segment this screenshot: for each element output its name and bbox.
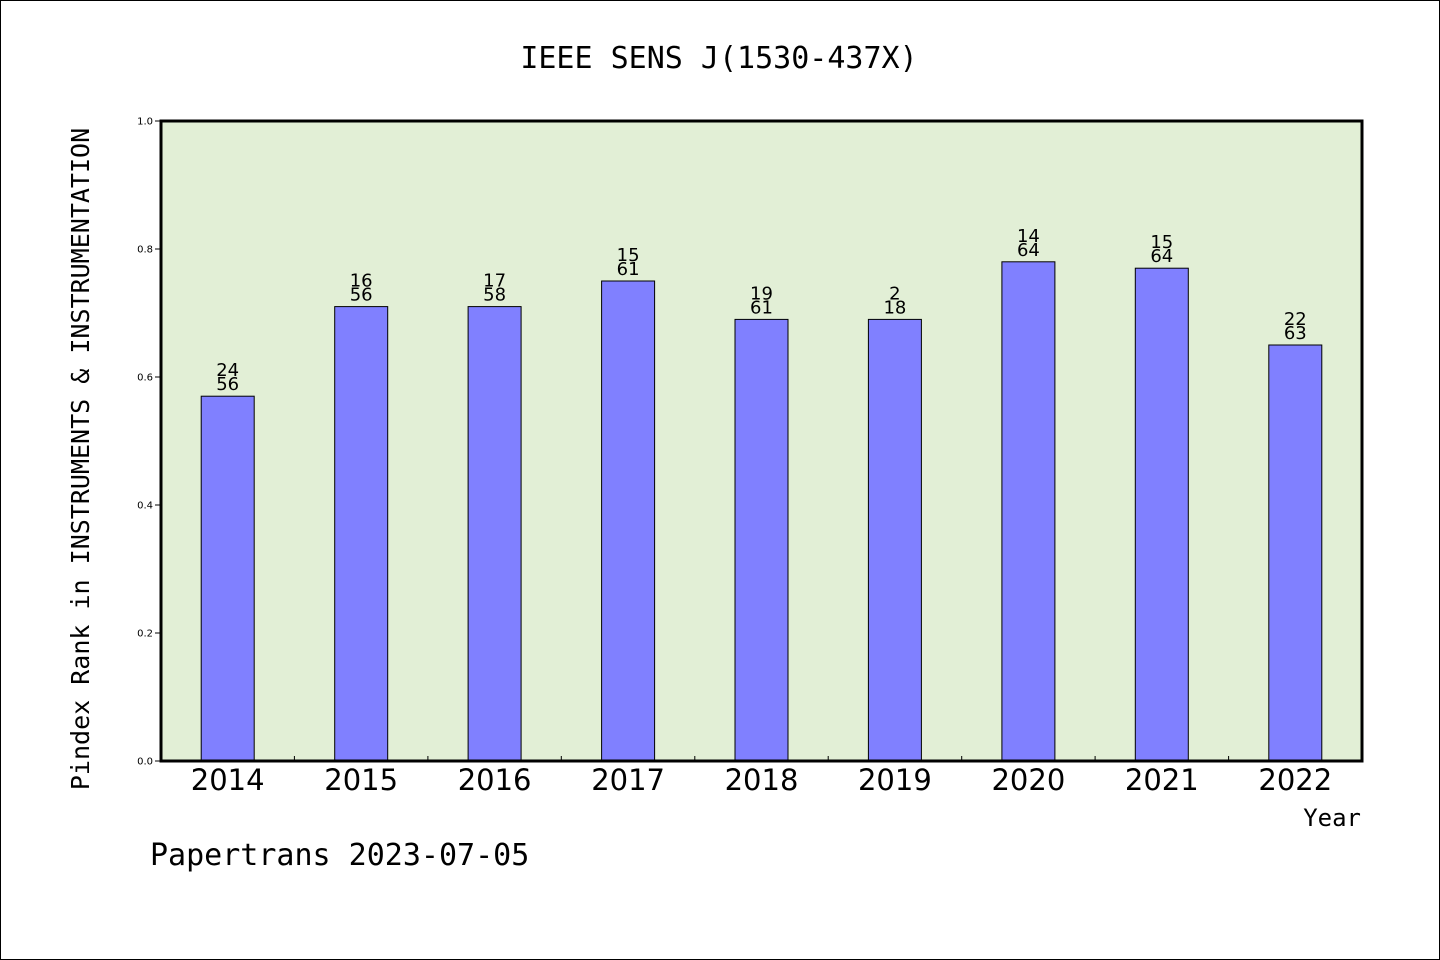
x-tick-label-2018: 2018 [725, 763, 799, 797]
y-tick-label-0.4: 0.4 [137, 501, 153, 512]
bar-2018 [734, 318, 789, 762]
y-tick-label-0.8: 0.8 [137, 245, 153, 256]
bar-2019 [867, 318, 922, 762]
y-tick-label-0.6: 0.6 [137, 373, 153, 384]
bar-2021 [1134, 267, 1189, 762]
bar-label-rank-2020: 14 [1017, 226, 1040, 247]
bar-label-total-2018: 61 [750, 297, 773, 318]
bars-group [200, 261, 1323, 762]
bar-label-total-2015: 56 [350, 285, 373, 306]
bar-label-total-2016: 58 [483, 285, 506, 306]
x-axis: 2014 2015 2016 2017 2018 2019 2020 2021 2022 [191, 756, 1332, 797]
bar-label-rank-2022: 22 [1284, 309, 1307, 330]
x-tick-label-2021: 2021 [1125, 763, 1199, 797]
x-axis-label: Year [1303, 804, 1361, 832]
bar-label-total-2019: 18 [883, 297, 906, 318]
y-tick-label-0.0: 0.0 [137, 757, 153, 768]
bar-2022 [1268, 344, 1323, 762]
bar-label-rank-2016: 17 [483, 271, 506, 292]
x-tick-label-2015: 2015 [324, 763, 398, 797]
plot-frame [159, 119, 1364, 763]
bar-label-total-2014: 56 [216, 374, 239, 395]
bar-label-total-2020: 64 [1017, 240, 1040, 261]
footer-text: Papertrans 2023-07-05 [150, 838, 529, 873]
chart-title: IEEE SENS J(1530-437X) [520, 41, 917, 76]
bar-label-rank-2015: 16 [350, 271, 373, 292]
y-axis-label: Pindex Rank in INSTRUMENTS & INSTRUMENTA… [66, 128, 95, 790]
bar-label-rank-2018: 19 [750, 283, 773, 304]
y-axis: 0.0 0.2 0.4 0.6 0.8 1.0 [137, 117, 161, 768]
bar-2014 [200, 395, 255, 762]
y-tick-label-0.2: 0.2 [137, 629, 153, 640]
x-tick-label-2020: 2020 [991, 763, 1065, 797]
x-tick-label-2019: 2019 [858, 763, 932, 797]
x-tick-label-2017: 2017 [591, 763, 665, 797]
bar-label-rank-2017: 15 [617, 245, 640, 266]
bar-2015 [334, 306, 389, 762]
bar-label-rank-2019: 2 [889, 283, 900, 304]
bar-label-rank-2021: 15 [1150, 232, 1173, 253]
bar-label-total-2022: 63 [1284, 323, 1307, 344]
bar-2016 [467, 306, 522, 762]
bar-label-total-2021: 64 [1150, 246, 1173, 267]
x-tick-label-2022: 2022 [1258, 763, 1332, 797]
x-tick-label-2016: 2016 [458, 763, 532, 797]
bar-2020 [1001, 261, 1056, 762]
x-tick-label-2014: 2014 [191, 763, 265, 797]
bar-label-total-2017: 61 [617, 259, 640, 280]
bar-2017 [601, 280, 656, 762]
y-tick-label-1.0: 1.0 [137, 117, 153, 128]
bar-label-rank-2014: 24 [216, 360, 239, 381]
